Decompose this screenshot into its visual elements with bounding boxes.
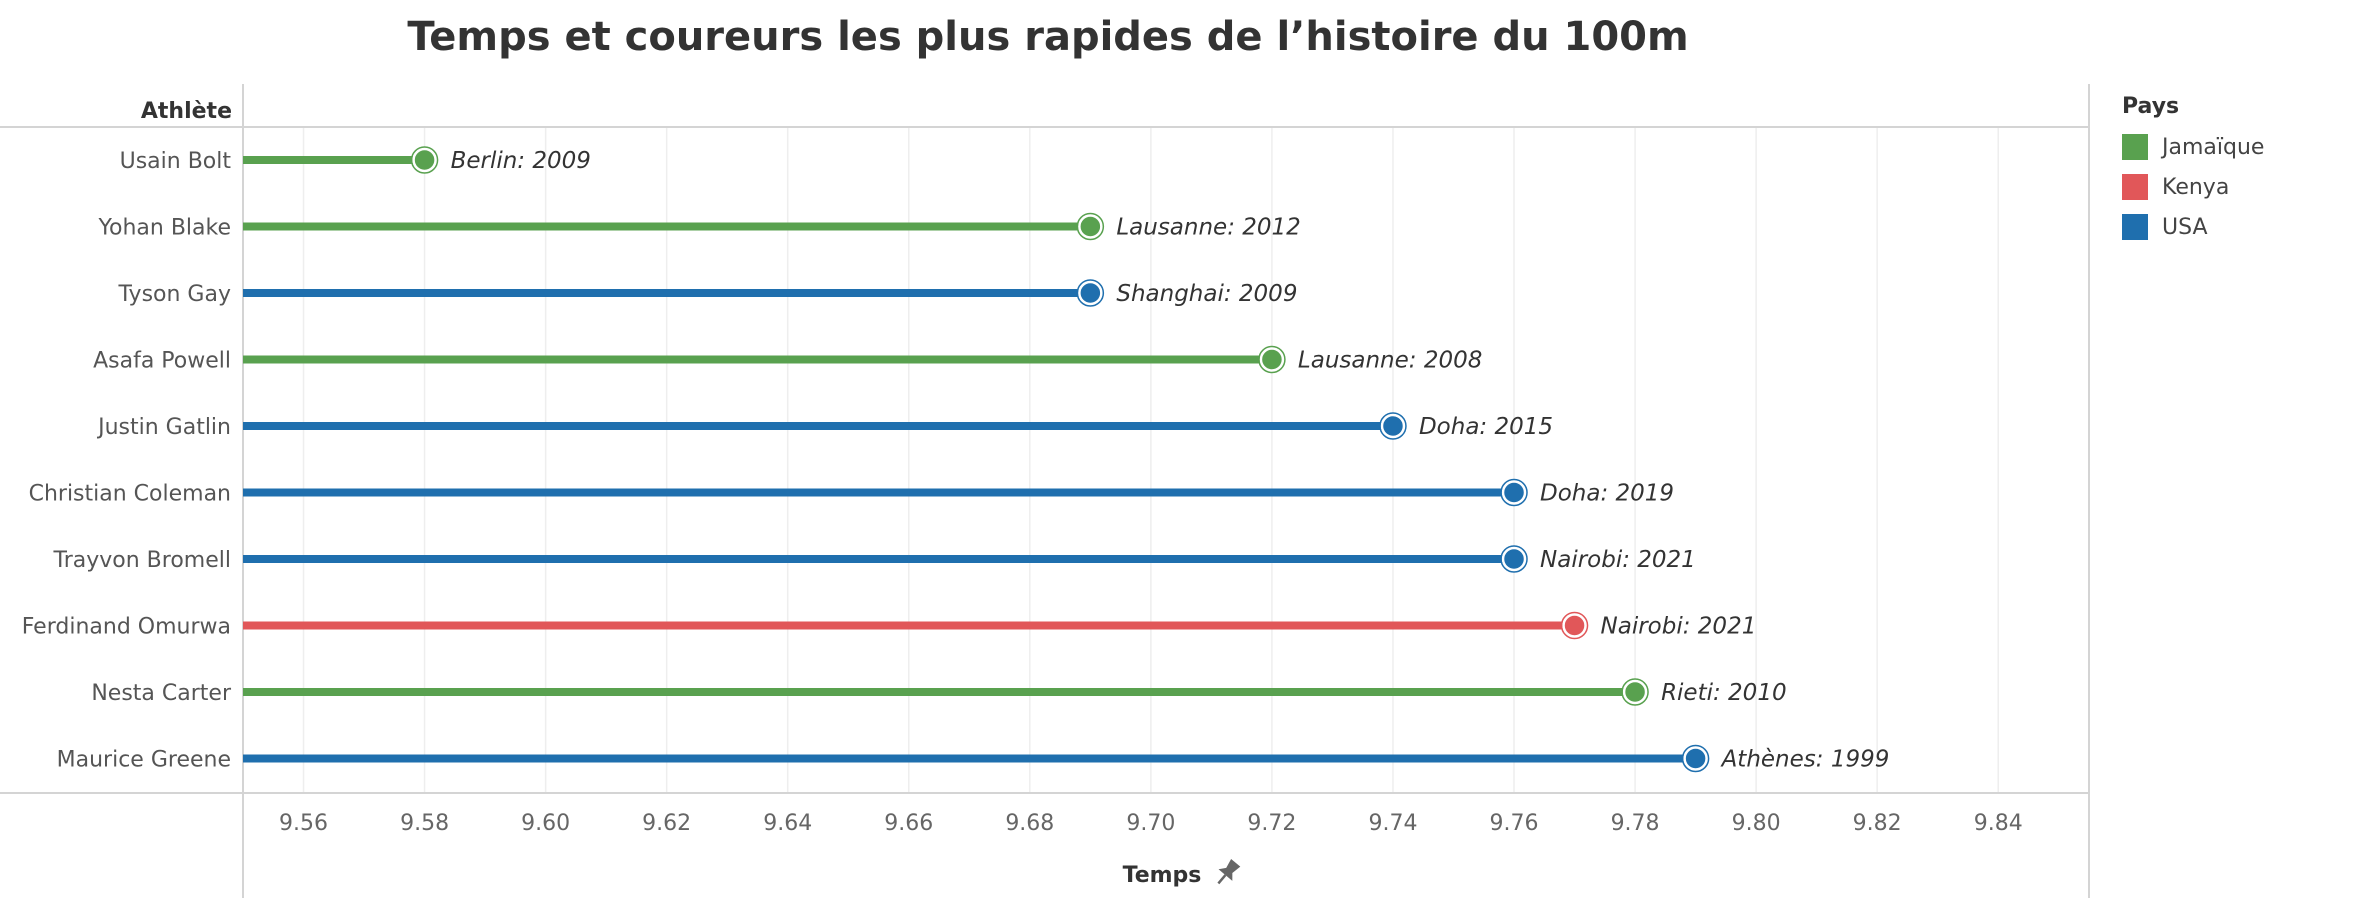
- pin-icon[interactable]: [1211, 857, 1242, 889]
- legend-swatch: [2122, 174, 2148, 200]
- lollipop-dot[interactable]: [1078, 280, 1103, 306]
- legend-item[interactable]: Jamaïque: [2122, 127, 2264, 167]
- x-axis-ticks: 9.56 9.58 9.60 9.62 9.64 9.66 9.68 9.70 9.72 9.74…: [279, 811, 2023, 836]
- athlete-row: Ferdinand Omurwa Nairobi: 2021: [22, 611, 1757, 640]
- legend: Pays Jamaïque Kenya USA: [2122, 94, 2264, 247]
- athlete-label: Christian Coleman: [29, 482, 231, 507]
- x-tick-label: 9.56: [279, 811, 328, 836]
- athlete-row: Trayvon Bromell Nairobi: 2021: [53, 545, 1696, 573]
- lollipop-dot-ring: [1621, 678, 1649, 706]
- x-tick-label: 9.82: [1853, 811, 1902, 836]
- x-tick-label: 9.64: [763, 811, 812, 836]
- athlete-label: Maurice Greene: [57, 748, 231, 773]
- point-label: Berlin: 2009: [451, 148, 591, 174]
- athlete-row: Nesta Carter Rieti: 2010: [91, 678, 1787, 706]
- lollipop-dot-ring: [1076, 279, 1105, 307]
- x-tick-label: 9.66: [884, 811, 933, 836]
- lollipop-dot[interactable]: [412, 147, 437, 173]
- athlete-label: Tyson Gay: [118, 282, 231, 307]
- point-label: Lausanne: 2008: [1298, 348, 1482, 374]
- gridlines: [302, 127, 1999, 793]
- point-label: Rieti: 2010: [1661, 680, 1787, 706]
- point-label: Nairobi: 2021: [1601, 614, 1757, 640]
- x-tick-label: 9.70: [1126, 811, 1175, 836]
- legend-item[interactable]: USA: [2122, 207, 2264, 247]
- x-axis-title: Temps: [1123, 863, 1202, 888]
- chart-title: Temps et coureurs les plus rapides de l’…: [407, 14, 1689, 60]
- lollipop-dot[interactable]: [1078, 214, 1103, 239]
- x-tick-label: 9.84: [1974, 811, 2023, 836]
- athlete-row: Yohan Blake Lausanne: 2012: [97, 212, 1301, 241]
- lollipop-rows: Usain Bolt Berlin: 2009 Yohan Blake Lausann…: [22, 146, 1890, 773]
- lollipop-dot[interactable]: [1259, 347, 1285, 372]
- x-tick-label: 9.80: [1732, 811, 1781, 836]
- x-tick-label: 9.68: [1005, 811, 1054, 836]
- athlete-label: Usain Bolt: [120, 149, 232, 174]
- point-label: Doha: 2019: [1540, 481, 1674, 507]
- lollipop-dot-ring: [1076, 212, 1105, 241]
- athlete-label: Justin Gatlin: [96, 415, 231, 440]
- point-label: Lausanne: 2012: [1116, 215, 1300, 241]
- lollipop-dot-ring: [1560, 611, 1589, 640]
- chart-canvas: Athlète 9.56 9.58 9.60 9.62 9.64 9.66 9.68 9.70…: [0, 84, 2090, 898]
- athlete-row: Usain Bolt Berlin: 2009: [120, 146, 591, 174]
- legend-swatch: [2122, 214, 2148, 240]
- athlete-row: Asafa Powell Lausanne: 2008: [93, 345, 1482, 374]
- lollipop-dot-ring: [1500, 545, 1528, 573]
- point-label: Nairobi: 2021: [1540, 547, 1696, 573]
- athlete-label: Trayvon Bromell: [53, 548, 231, 573]
- x-tick-label: 9.76: [1490, 811, 1539, 836]
- athlete-row: Christian Coleman Doha: 2019: [29, 478, 1674, 507]
- lollipop-dot-ring: [1500, 478, 1528, 507]
- x-tick-label: 9.74: [1368, 811, 1417, 836]
- athlete-row: Tyson Gay Shanghai: 2009: [118, 279, 1297, 307]
- x-tick-label: 9.78: [1611, 811, 1660, 836]
- lollipop-dot-ring: [1258, 345, 1286, 374]
- point-label: Athènes: 1999: [1720, 747, 1890, 773]
- y-axis-header: Athlète: [141, 99, 232, 124]
- legend-swatch: [2122, 134, 2148, 160]
- x-tick-label: 9.60: [521, 811, 570, 836]
- point-label: Doha: 2015: [1419, 414, 1553, 440]
- athlete-row: Justin Gatlin Doha: 2015: [96, 412, 1553, 440]
- point-label: Shanghai: 2009: [1116, 281, 1297, 307]
- lollipop-dot[interactable]: [1380, 413, 1406, 439]
- legend-label: Kenya: [2162, 174, 2230, 200]
- lollipop-dot[interactable]: [1562, 613, 1587, 638]
- lollipop-dot[interactable]: [1501, 480, 1527, 505]
- lollipop-dot[interactable]: [1622, 679, 1648, 705]
- legend-items: Jamaïque Kenya USA: [2122, 127, 2264, 247]
- lollipop-dot-ring: [1379, 412, 1407, 440]
- lollipop-dot[interactable]: [1501, 546, 1527, 572]
- legend-item[interactable]: Kenya: [2122, 167, 2264, 207]
- x-axis-title-group: Temps: [1123, 857, 1242, 889]
- legend-label: Jamaïque: [2162, 134, 2265, 160]
- lollipop-dot-ring: [410, 146, 439, 174]
- athlete-label: Yohan Blake: [97, 216, 231, 241]
- legend-title: Pays: [2122, 94, 2180, 119]
- x-tick-label: 9.62: [642, 811, 691, 836]
- x-tick-label: 9.72: [1247, 811, 1296, 836]
- athlete-label: Asafa Powell: [93, 349, 231, 374]
- lollipop-dot-ring: [1681, 744, 1710, 773]
- athlete-label: Ferdinand Omurwa: [22, 615, 231, 640]
- athlete-row: Maurice Greene Athènes: 1999: [57, 744, 1890, 773]
- lollipop-dot[interactable]: [1683, 746, 1708, 771]
- athlete-label: Nesta Carter: [91, 681, 232, 706]
- legend-label: USA: [2162, 214, 2208, 240]
- x-tick-label: 9.58: [400, 811, 449, 836]
